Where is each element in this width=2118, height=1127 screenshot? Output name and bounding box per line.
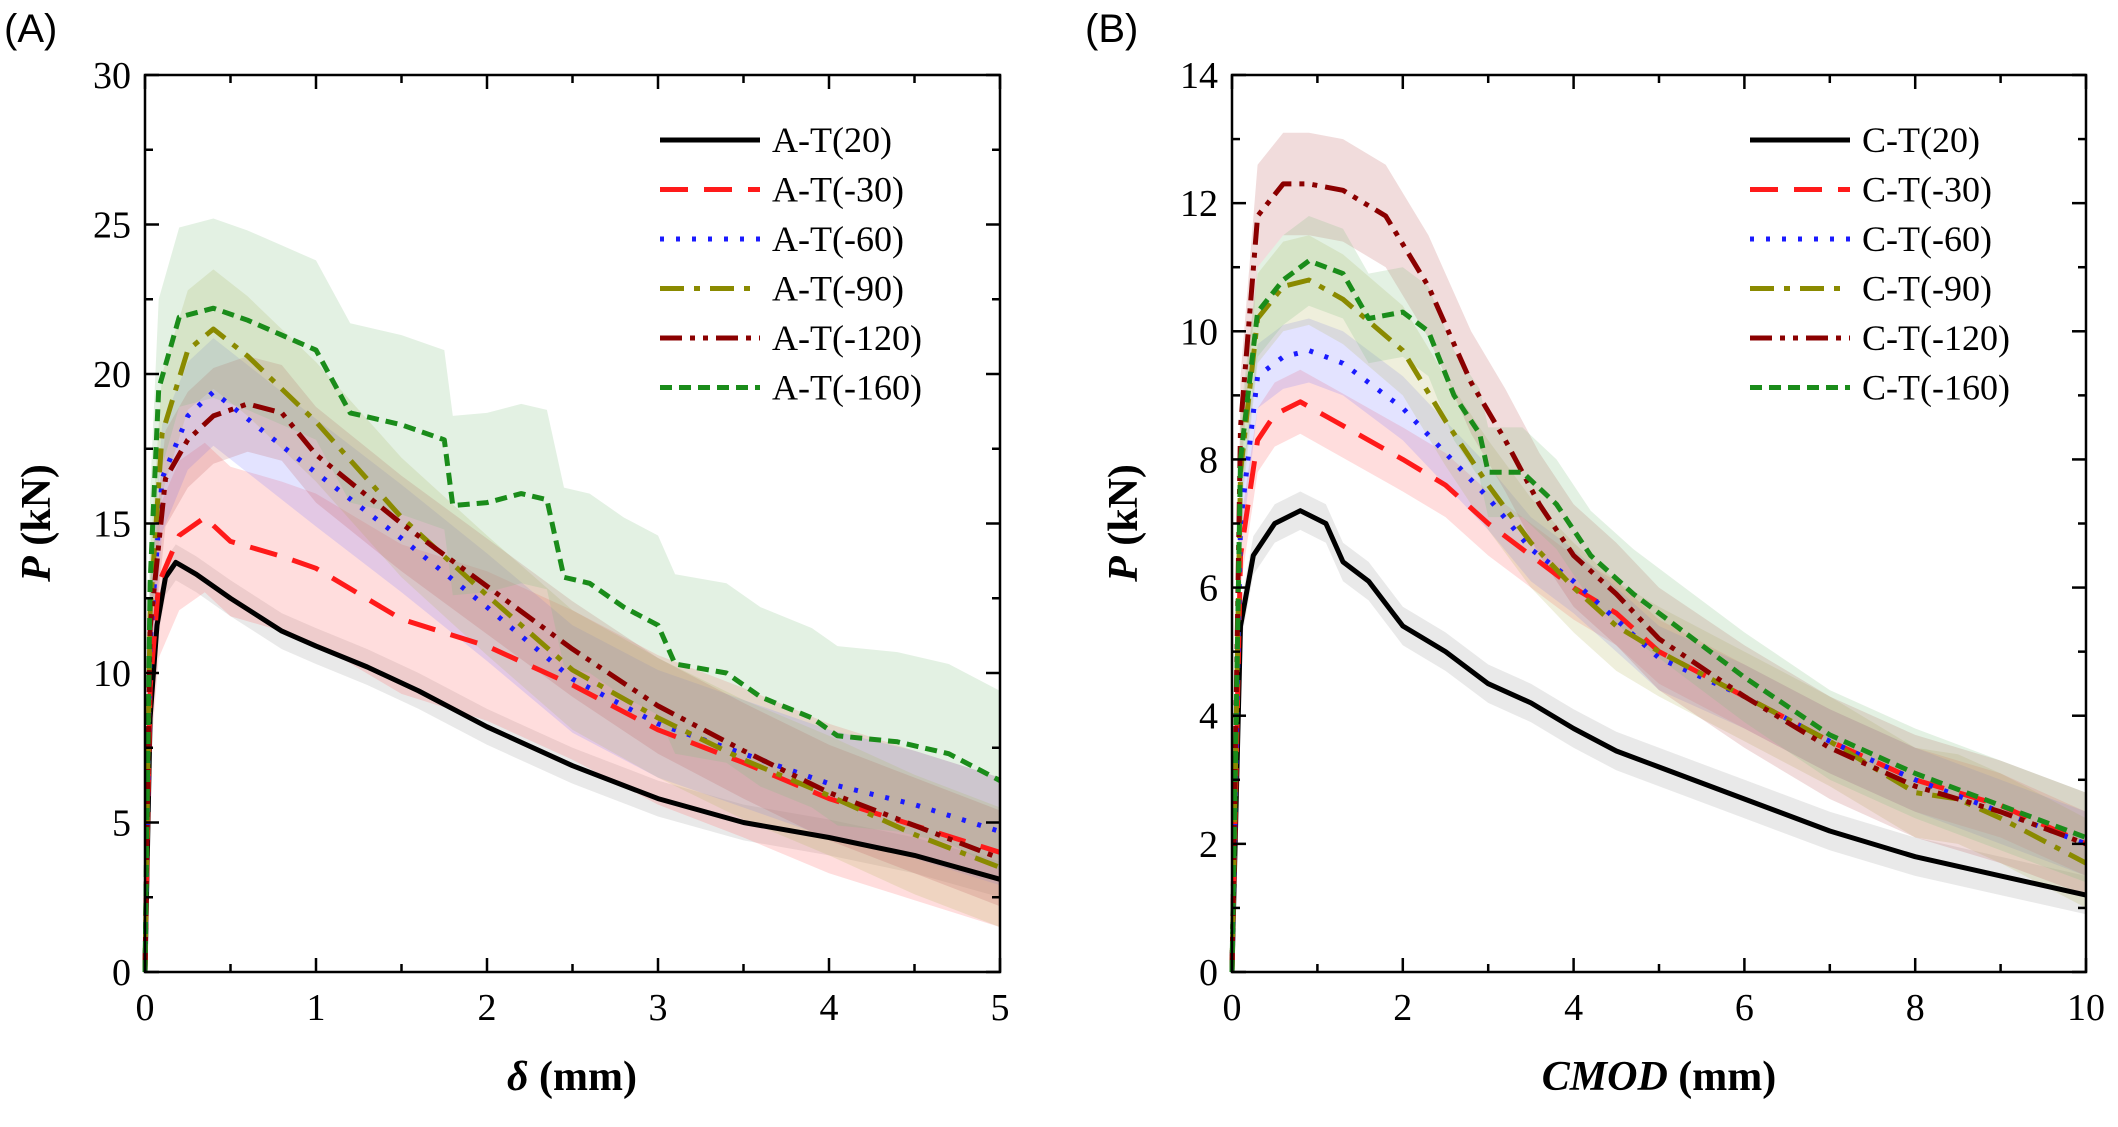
panel-b-xtick-label: 2 xyxy=(1393,987,1412,1029)
panel-b-ytick-label: 8 xyxy=(1199,439,1218,481)
panel-b-legend-label-c-t-60: C-T(-60) xyxy=(1862,219,1992,259)
panel-a-legend-label-a-t-60: A-T(-60) xyxy=(772,219,904,259)
panel-a-xtick-label: 2 xyxy=(478,987,497,1029)
panel-a-x-symbol: δ xyxy=(507,1054,529,1100)
panel-a-series-a-t-160 xyxy=(142,305,1002,973)
panel-b-band-c-t-30 xyxy=(1232,369,2086,972)
panel-a-legend-label-a-t20: A-T(20) xyxy=(772,120,892,160)
panel-b-series-c-t-160 xyxy=(1229,258,2087,973)
panel-b-xtick-label: 4 xyxy=(1564,987,1583,1029)
panel-b-ticks: 0 2 4 6 8 10 0 2 4 6 8 10 12 14 xyxy=(1180,55,2105,1029)
panel-a-xtick-label: 4 xyxy=(820,987,839,1029)
panel-a-band-a-t-60 xyxy=(145,338,1000,973)
panel-b-ytick-label: 12 xyxy=(1180,183,1218,225)
panel-a-ytick-label: 20 xyxy=(93,354,131,396)
panel-b-y-symbol: P xyxy=(1101,556,1147,583)
panel-b-x-unit: (mm) xyxy=(1668,1054,1776,1100)
panel-a-legend-label-a-t-30: A-T(-30) xyxy=(772,170,904,210)
panel-a-series-a-t20 xyxy=(142,559,1001,973)
panel-a-legend: A-T(20) A-T(-30) A-T(-60) A-T(-90) A-T(-120)… xyxy=(660,120,922,408)
panel-b-band-c-t-160 xyxy=(1232,216,2086,972)
panel-a-series-a-t-60 xyxy=(142,389,1001,973)
panel-a-band-a-t-90 xyxy=(145,269,1000,972)
panel-a-xtick-label: 1 xyxy=(307,987,326,1029)
panel-a-label: (A) xyxy=(4,7,57,51)
panel-a-band-a-t-120 xyxy=(145,356,1000,973)
panel-b-ytick-label: 10 xyxy=(1180,311,1218,353)
panel-a-legend-label-a-t-90: A-T(-90) xyxy=(772,269,904,309)
panel-a-xtick-label: 3 xyxy=(649,987,668,1029)
panel-a-legend-label-a-t-120: A-T(-120) xyxy=(772,318,922,358)
panel-a-y-symbol: P xyxy=(14,556,60,583)
panel-b-lines xyxy=(1229,181,2088,973)
panel-a-series-a-t-30 xyxy=(142,515,1001,973)
panel-b-ytick-label: 0 xyxy=(1199,952,1218,994)
panel-b-legend-label-c-t-30: C-T(-30) xyxy=(1862,170,1992,210)
panel-a-ticks: 0 1 2 3 4 5 0 5 10 15 20 25 30 xyxy=(93,55,1010,1029)
panel-b-series-c-t-90 xyxy=(1229,277,2088,973)
panel-a-x-axis-title: δ (mm) xyxy=(507,1054,637,1100)
panel-b-xtick-label: 10 xyxy=(2067,987,2105,1029)
panel-b-x-axis-title: CMOD (mm) xyxy=(1542,1054,1776,1100)
panel-b-legend-label-c-t20: C-T(20) xyxy=(1862,120,1980,160)
panel-b-ytick-label: 2 xyxy=(1199,824,1218,866)
panel-a-xtick-label: 5 xyxy=(991,987,1010,1029)
panel-a-ytick-label: 25 xyxy=(93,205,131,247)
panel-a-ytick-label: 10 xyxy=(93,653,131,695)
panel-a-lines xyxy=(142,305,1002,973)
panel-b-legend-label-c-t-90: C-T(-90) xyxy=(1862,269,1992,309)
panel-a-band-a-t-160 xyxy=(145,218,1000,972)
panel-b-band-c-t20 xyxy=(1232,491,2086,972)
panel-a: (A) 0 1 2 3 4 5 0 5 10 15 20 25 30 δ (mm) P (kN) A-T… xyxy=(4,7,1010,1100)
panel-b-series-c-t-120 xyxy=(1229,181,2087,973)
panel-b-ytick-label: 14 xyxy=(1180,55,1218,97)
panel-b-legend: C-T(20) C-T(-30) C-T(-60) C-T(-90) C-T(-120)… xyxy=(1750,120,2010,408)
panel-b-y-axis-title: P (kN) xyxy=(1101,464,1147,583)
panel-b-label: (B) xyxy=(1085,7,1138,51)
panel-a-ytick-label: 30 xyxy=(93,55,131,97)
panel-a-series-a-t-90 xyxy=(142,326,1001,973)
panel-a-xtick-label: 0 xyxy=(136,987,155,1029)
panel-a-band-a-t-30 xyxy=(145,442,1000,972)
panel-a-y-axis-title: P (kN) xyxy=(14,464,60,583)
panel-b-x-symbol: CMOD xyxy=(1542,1054,1668,1100)
panel-a-ytick-label: 5 xyxy=(112,803,131,845)
panel-b-ytick-label: 4 xyxy=(1199,696,1218,738)
panel-b-legend-label-c-t-120: C-T(-120) xyxy=(1862,318,2010,358)
panel-a-legend-label-a-t-160: A-T(-160) xyxy=(772,368,922,408)
panel-b-y-unit: (kN) xyxy=(1101,464,1147,556)
panel-b-xtick-label: 6 xyxy=(1735,987,1754,1029)
panel-a-series-a-t-120 xyxy=(142,401,1001,973)
panel-a-ytick-label: 0 xyxy=(112,952,131,994)
panel-b-series-c-t20 xyxy=(1229,508,2087,973)
panel-b-legend-label-c-t-160: C-T(-160) xyxy=(1862,368,2010,408)
panel-b-band-c-t-60 xyxy=(1232,318,2086,972)
panel-a-x-unit: (mm) xyxy=(529,1054,637,1100)
panel-a-bands xyxy=(145,218,1000,973)
panel-a-y-unit: (kN) xyxy=(14,464,60,556)
panel-b-series-c-t-60 xyxy=(1229,348,2087,973)
panel-a-ytick-label: 15 xyxy=(93,504,131,546)
panel-b-ytick-label: 6 xyxy=(1199,568,1218,610)
panel-b-xtick-label: 0 xyxy=(1223,987,1242,1029)
panel-a-band-a-t20 xyxy=(145,544,1000,972)
panel-b-xtick-label: 8 xyxy=(1906,987,1925,1029)
